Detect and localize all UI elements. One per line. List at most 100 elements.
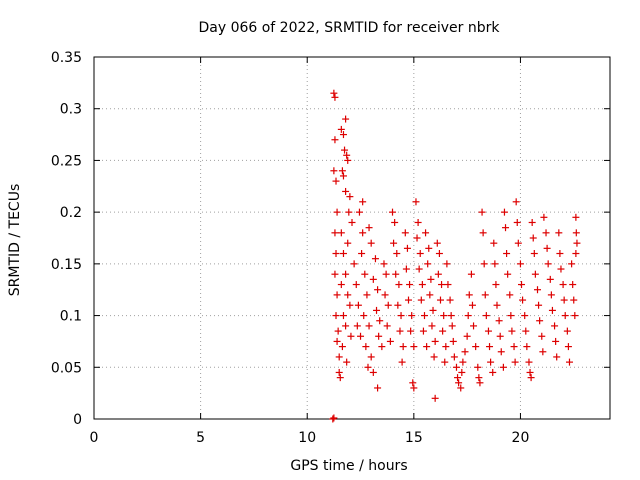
y-tick-label: 0	[73, 412, 82, 428]
data-point	[572, 213, 580, 221]
data-point	[390, 239, 398, 247]
data-point	[543, 244, 551, 252]
data-point	[572, 250, 580, 258]
data-point	[525, 358, 533, 366]
data-point	[353, 322, 361, 330]
data-points	[329, 89, 581, 423]
data-point	[512, 198, 520, 206]
data-point	[490, 239, 498, 247]
data-point	[329, 415, 337, 423]
data-point	[565, 358, 573, 366]
data-point	[536, 317, 544, 325]
data-point	[480, 260, 488, 268]
data-point	[429, 306, 437, 314]
data-point	[393, 250, 401, 258]
x-tick-label: 20	[512, 430, 530, 446]
data-point	[378, 343, 386, 351]
data-point	[458, 368, 466, 376]
data-point	[369, 275, 377, 283]
data-point	[405, 296, 413, 304]
data-point	[381, 291, 389, 299]
data-point	[553, 353, 561, 361]
data-point	[350, 260, 358, 268]
data-point	[507, 312, 515, 320]
data-point	[361, 270, 369, 278]
data-point	[486, 343, 494, 351]
data-point	[417, 296, 425, 304]
x-tick-label: 0	[90, 430, 99, 446]
data-point	[546, 275, 554, 283]
data-point	[330, 414, 338, 422]
data-point	[560, 296, 568, 304]
data-point	[433, 239, 441, 247]
data-point	[330, 167, 338, 175]
data-point	[412, 198, 420, 206]
data-point	[559, 281, 567, 289]
data-point	[450, 353, 458, 361]
data-point	[496, 332, 504, 340]
data-point	[441, 358, 449, 366]
data-point	[447, 312, 455, 320]
data-point	[540, 213, 548, 221]
data-point	[563, 327, 571, 335]
x-tick-label: 15	[405, 430, 423, 446]
data-point	[371, 255, 379, 263]
data-point	[478, 208, 486, 216]
data-point	[339, 131, 347, 139]
data-point	[374, 384, 382, 392]
data-point	[336, 374, 344, 382]
data-point	[419, 327, 427, 335]
data-point	[514, 239, 522, 247]
data-point	[409, 379, 417, 387]
data-point	[564, 343, 572, 351]
data-point	[403, 244, 411, 252]
data-point	[337, 125, 345, 133]
data-point	[338, 167, 346, 175]
data-point	[365, 322, 373, 330]
data-point	[352, 281, 360, 289]
data-point	[518, 281, 526, 289]
x-tick-label: 5	[196, 430, 205, 446]
data-point	[526, 368, 534, 376]
data-point	[401, 229, 409, 237]
data-point	[345, 208, 353, 216]
data-point	[333, 208, 341, 216]
data-point	[413, 234, 421, 242]
data-point	[354, 301, 362, 309]
data-point	[500, 208, 508, 216]
data-point	[506, 291, 514, 299]
data-point	[395, 281, 403, 289]
data-point	[463, 332, 471, 340]
y-tick-label: 0.35	[51, 50, 82, 66]
data-point	[332, 250, 340, 258]
data-point	[476, 379, 484, 387]
y-tick-label: 0.3	[60, 102, 82, 118]
x-axis-label: GPS time / hours	[290, 458, 407, 474]
data-point	[535, 301, 543, 309]
data-point	[448, 322, 456, 330]
data-point	[414, 218, 422, 226]
data-point	[342, 187, 350, 195]
data-point	[359, 229, 367, 237]
data-point	[332, 312, 340, 320]
data-point	[497, 348, 505, 356]
data-point	[407, 327, 415, 335]
data-point	[391, 218, 399, 226]
data-point	[431, 337, 439, 345]
data-point	[534, 286, 542, 294]
data-point	[556, 250, 564, 258]
data-point	[570, 296, 578, 304]
data-point	[331, 229, 339, 237]
data-point	[489, 368, 497, 376]
data-point	[482, 312, 490, 320]
data-point	[338, 343, 346, 351]
data-point	[346, 193, 354, 201]
data-point	[523, 343, 531, 351]
data-point	[343, 358, 351, 366]
data-point	[342, 322, 350, 330]
data-point	[519, 296, 527, 304]
data-point	[508, 327, 516, 335]
data-point	[396, 327, 404, 335]
data-point	[367, 239, 375, 247]
